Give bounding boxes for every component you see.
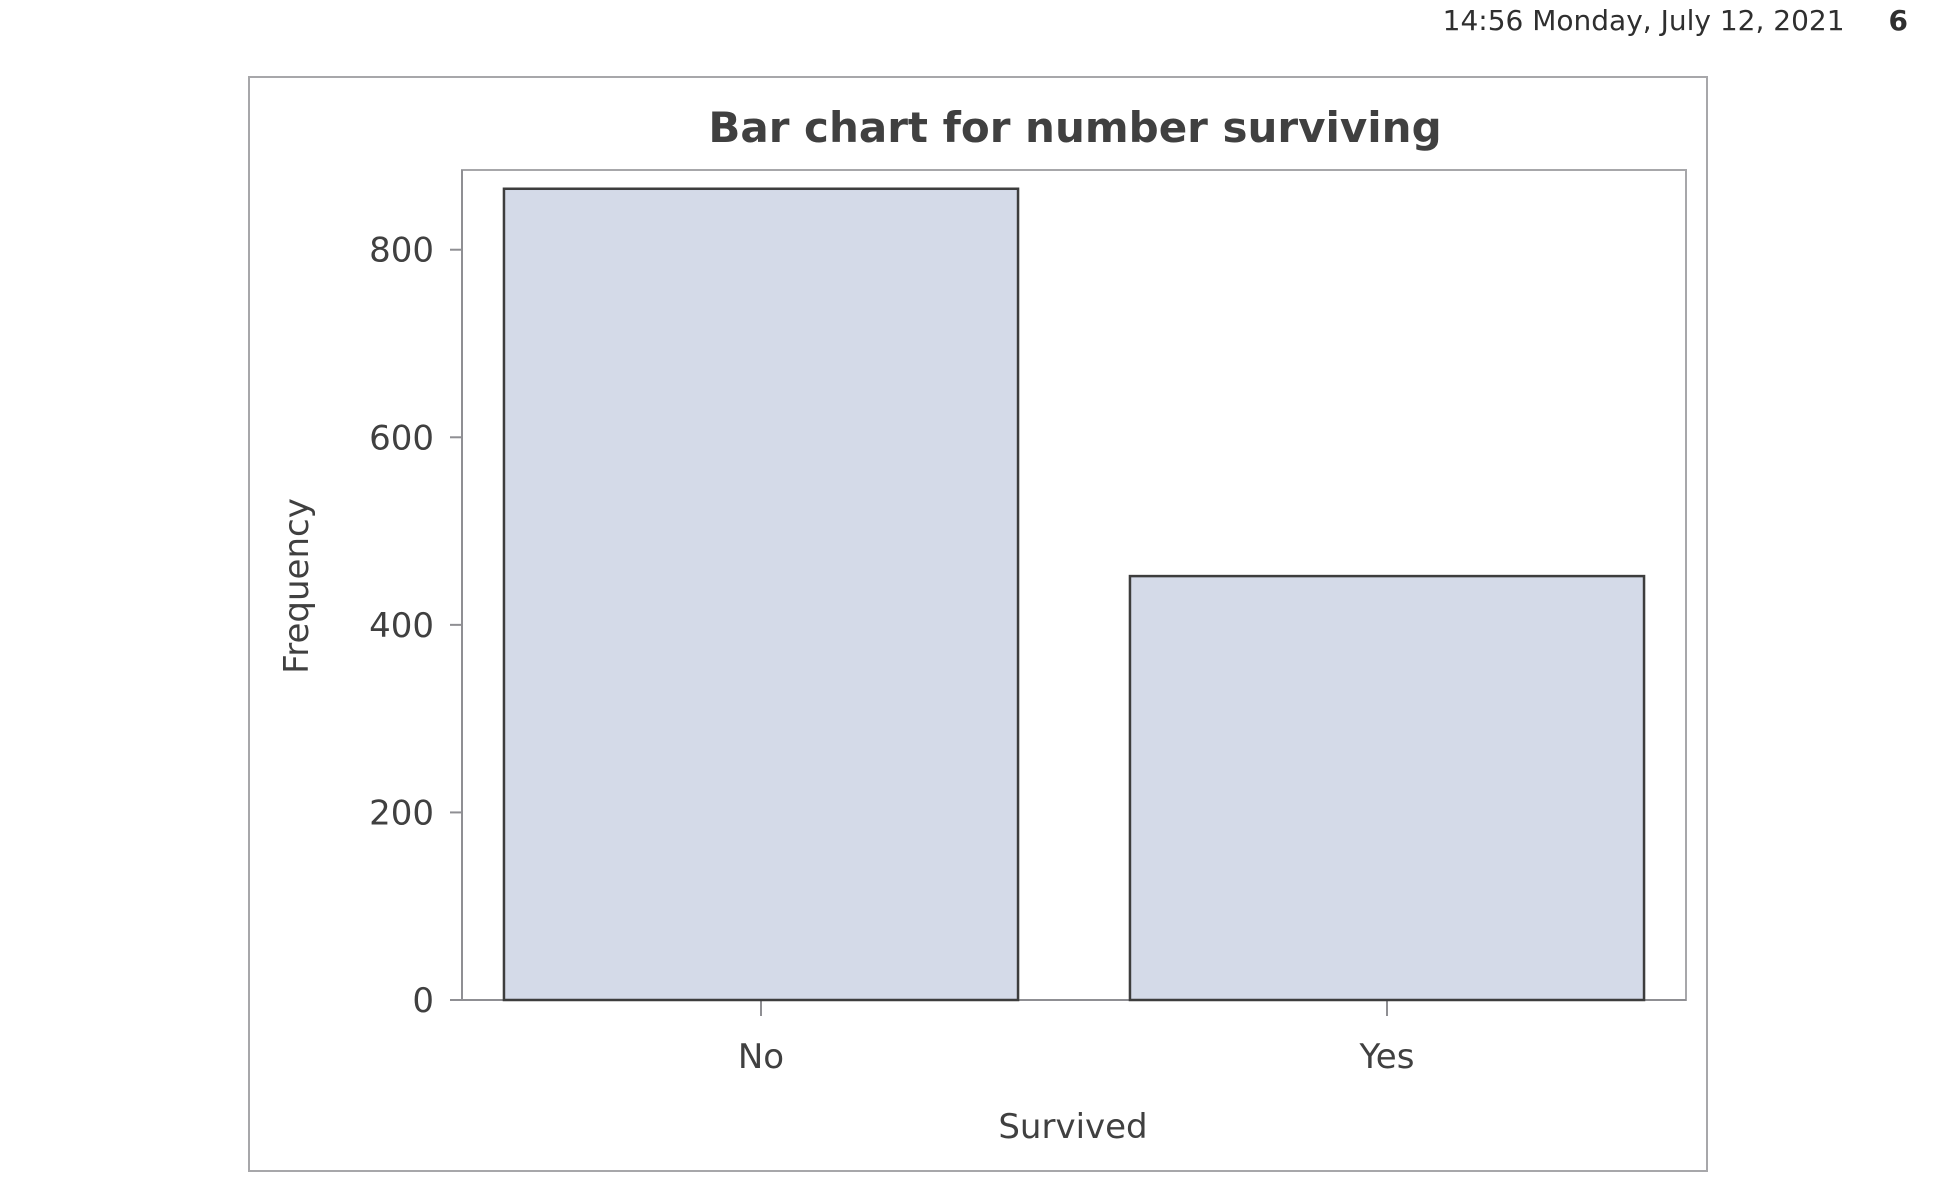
x-axis-label: Survived — [998, 1107, 1147, 1147]
page-header: 14:56 Monday, July 12, 2021 6 — [1443, 0, 1908, 40]
bars — [502, 187, 1646, 1002]
x-axis: No Yes — [462, 999, 1686, 1077]
y-tick-label: 800 — [369, 231, 434, 271]
chart-title: Bar chart for number surviving — [708, 103, 1441, 152]
header-timestamp: 14:56 Monday, July 12, 2021 — [1442, 3, 1845, 37]
y-tick-label: 400 — [369, 606, 434, 646]
x-tick-label: Yes — [1359, 1037, 1415, 1077]
bar-yes — [1128, 574, 1646, 1002]
y-tick-label: 200 — [369, 793, 434, 833]
y-tick-label: 0 — [412, 981, 434, 1021]
y-tick-label: 600 — [369, 418, 434, 458]
x-tick-label: No — [738, 1037, 784, 1077]
y-axis: 0 200 400 600 800 — [369, 170, 463, 1021]
chart-frame — [248, 76, 1708, 1172]
y-axis-label: Frequency — [277, 498, 317, 674]
page-number: 6 — [1888, 3, 1908, 37]
bar-no — [502, 187, 1020, 1002]
